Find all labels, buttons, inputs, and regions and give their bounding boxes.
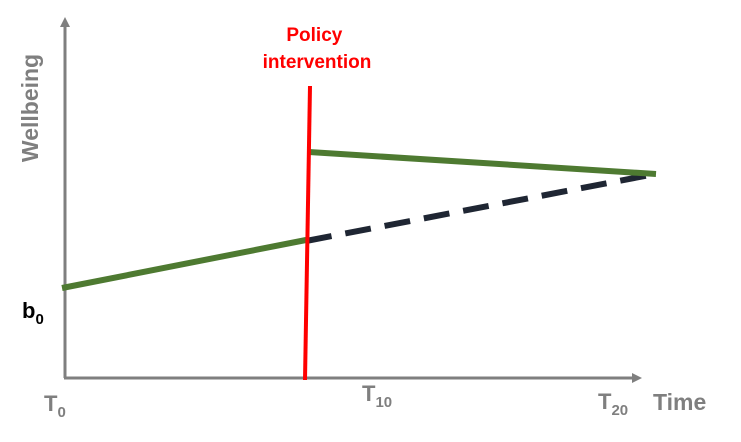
tick-label-t20: T20 (598, 389, 628, 419)
tick-label-t10: T10 (362, 381, 392, 411)
intervention-label-line-1: Policy (286, 25, 342, 46)
y-axis-label: Wellbeing (17, 54, 43, 162)
intervention-label-line-2: intervention (263, 52, 372, 73)
intercept-label-sub: 0 (35, 311, 43, 328)
tick-t20-sub: 20 (611, 402, 628, 419)
x-axis-label: Time (653, 389, 706, 415)
tick-t10-sub: 10 (375, 394, 392, 411)
pre-intervention-line (61, 237, 307, 291)
tick-t0-sub: 0 (57, 404, 65, 421)
post-intervention-line (308, 149, 657, 177)
intercept-label: b0 (22, 298, 44, 328)
tick-t10-main: T (362, 381, 376, 406)
intercept-label-main: b (22, 298, 35, 323)
tick-label-t0: T0 (44, 391, 66, 421)
tick-t20-main: T (598, 389, 612, 414)
intervention-label: Policy intervention (263, 25, 372, 73)
tick-t0-main: T (44, 391, 58, 416)
intervention-line (303, 85, 312, 381)
counterfactual-dashed-line (305, 171, 656, 244)
